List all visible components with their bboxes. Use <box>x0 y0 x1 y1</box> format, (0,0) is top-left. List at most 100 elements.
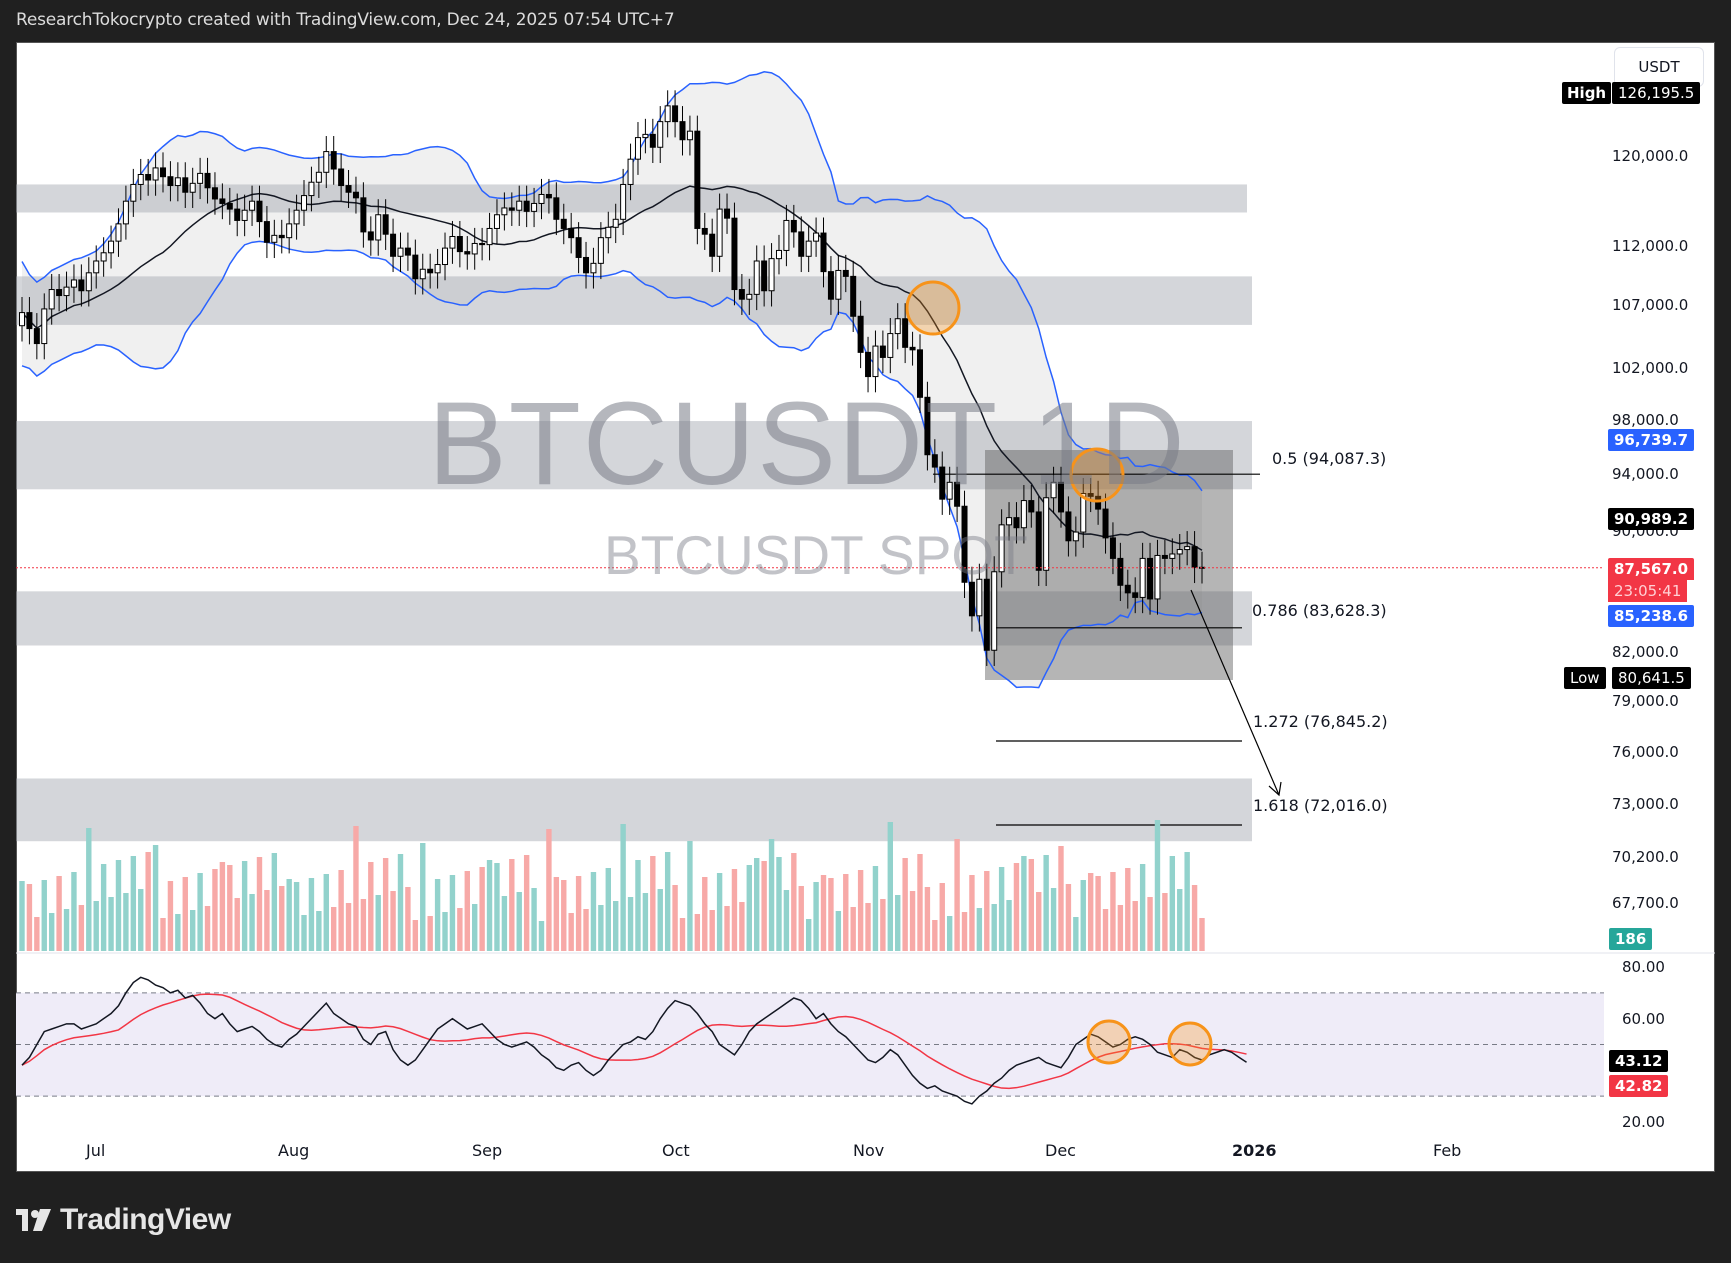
volume-bar <box>679 918 686 951</box>
fib-label-1.272: 1.272 (76,845.2) <box>1253 712 1388 731</box>
candle-body <box>805 240 812 257</box>
price-tick: 98,000.0 <box>1612 411 1679 430</box>
candle-body <box>1095 495 1102 510</box>
price-tick: 112,000.0 <box>1612 236 1689 255</box>
volume-bar <box>63 909 70 951</box>
candle-body <box>879 345 886 358</box>
candle-body <box>189 182 196 193</box>
candle-body <box>1080 493 1087 533</box>
volume-bar <box>924 887 931 951</box>
price-tick: 70,200.0 <box>1612 848 1679 866</box>
candle-body <box>471 242 478 255</box>
candle-body <box>835 269 842 300</box>
volume-bar <box>857 870 864 951</box>
time-label-feb: Feb <box>1433 1141 1462 1160</box>
footer: TradingView <box>16 1200 231 1240</box>
volume-bar <box>48 913 55 951</box>
sr-zone <box>16 591 1252 646</box>
volume-bar <box>442 912 448 951</box>
volume-bar <box>1021 856 1027 951</box>
currency-button[interactable]: USDT <box>1614 47 1704 87</box>
volume-bar <box>568 913 574 951</box>
candle-body <box>160 167 167 178</box>
candle-body <box>775 249 782 260</box>
volume-bar <box>976 908 983 951</box>
volume-bar <box>546 829 552 951</box>
volume-bar <box>1184 852 1190 951</box>
candle-body <box>664 105 671 123</box>
volume-bar <box>531 888 537 951</box>
candle-body <box>620 183 627 220</box>
volume-bar <box>694 914 701 951</box>
candle-body <box>531 202 538 212</box>
candle-body <box>100 252 107 262</box>
volume-bar <box>264 890 270 951</box>
candle-body <box>583 256 590 274</box>
volume-bar <box>664 852 671 951</box>
candle-body <box>798 231 805 257</box>
candle-body <box>827 271 834 300</box>
volume-bar <box>1199 918 1205 951</box>
candle-body <box>887 333 894 358</box>
volume-bar <box>561 880 567 951</box>
candle-body <box>1191 546 1198 568</box>
candle-body <box>390 233 397 257</box>
volume-bar <box>227 865 233 951</box>
volume-bar <box>1162 893 1168 951</box>
volume-bar <box>709 910 715 951</box>
candle-body <box>872 345 879 378</box>
candle-body <box>768 258 775 292</box>
volume-bar <box>256 857 263 951</box>
candle-body <box>790 219 797 233</box>
candle-body <box>204 172 211 189</box>
volume-bar <box>1028 859 1035 951</box>
candle-body <box>753 260 760 295</box>
volume-bar <box>271 853 278 951</box>
candle-body <box>1043 497 1050 571</box>
candle-body <box>301 195 308 211</box>
candle-body <box>479 242 486 246</box>
candle-body <box>352 191 359 199</box>
volume-bar <box>768 839 775 951</box>
volume-bar <box>212 869 218 951</box>
highlight-circle-icon <box>905 280 961 336</box>
candle-body <box>182 177 189 193</box>
candle-body <box>649 133 656 148</box>
volume-bar <box>805 919 812 951</box>
volume-bar <box>1087 873 1094 951</box>
chart-credit: ResearchTokocrypto created with TradingV… <box>16 10 675 30</box>
candle-body <box>501 207 508 216</box>
bb-lower-value: 85,238.6 <box>1608 605 1695 627</box>
volume-bar <box>1050 888 1057 951</box>
time-label-jul: Jul <box>86 1141 106 1160</box>
volume-bar <box>1013 863 1020 951</box>
candle-body <box>449 236 456 249</box>
volume-bar <box>100 864 107 951</box>
candle-body <box>850 275 857 317</box>
candle-body <box>197 172 204 184</box>
candle-body <box>1139 557 1146 598</box>
price-tick: 79,000.0 <box>1612 692 1679 711</box>
volume-bar <box>286 879 292 951</box>
candle-body <box>19 312 25 327</box>
volume-bar <box>917 854 923 951</box>
volume-bar <box>843 874 849 951</box>
candle-body <box>1006 517 1013 526</box>
volume-bar <box>175 914 181 951</box>
volume-bar <box>724 906 730 951</box>
candle-body <box>323 151 330 173</box>
candle-body <box>434 264 441 274</box>
top-bar: ResearchTokocrypto created with TradingV… <box>0 0 1731 42</box>
volume-bar <box>969 875 975 951</box>
sr-zone <box>16 421 1252 490</box>
volume-bar <box>902 858 908 951</box>
price-tick: 120,000.0 <box>1612 147 1689 165</box>
volume-bar <box>1102 909 1109 951</box>
volume-bar <box>650 856 656 951</box>
high-label: High <box>1562 82 1612 104</box>
low-value: 80,641.5 <box>1612 667 1691 689</box>
candle-body <box>909 346 916 351</box>
volume-bar <box>991 904 997 951</box>
last-price-value: 87,567.0 <box>1608 558 1695 580</box>
